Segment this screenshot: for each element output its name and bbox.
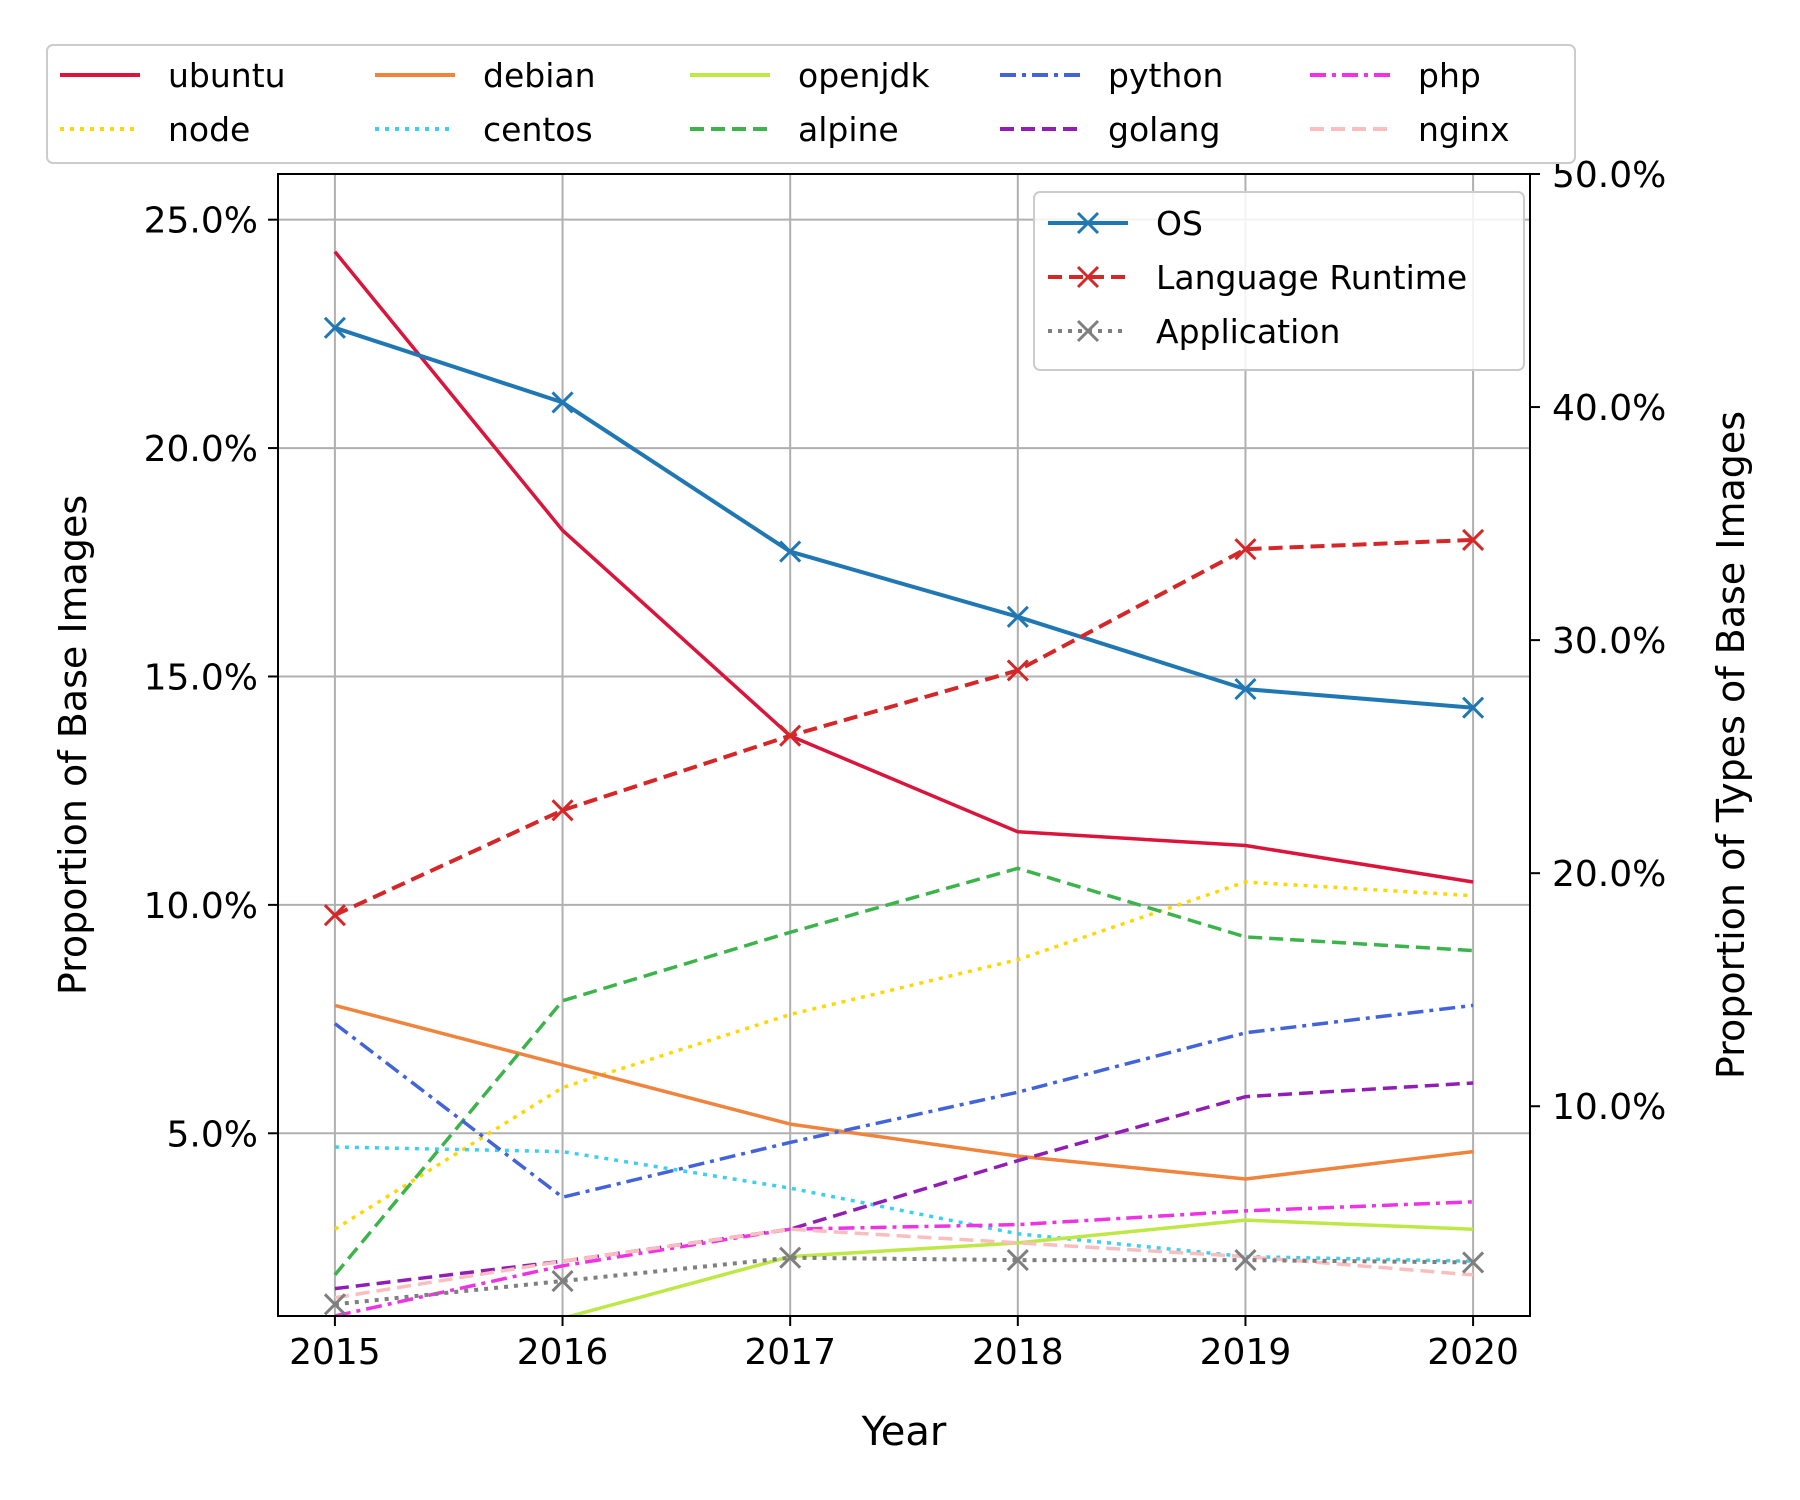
legend-marker-application	[1076, 319, 1100, 343]
data-point-language-runtime	[1234, 538, 1257, 561]
series-line-ubuntu	[333, 250, 1474, 884]
legend-base-images: ubuntu node debian centos openjdk alpine pytho…	[46, 44, 1576, 164]
data-point-language-runtime	[779, 724, 802, 747]
data-point-application	[1234, 1249, 1257, 1272]
series-line-debian	[334, 1003, 1474, 1181]
legend-label-os: OS	[1156, 204, 1203, 243]
data-point-os	[1234, 678, 1257, 701]
legend-label-python: python	[1108, 56, 1223, 95]
legend-label-alpine: alpine	[798, 110, 899, 149]
legend-marker-language-runtime	[1076, 265, 1100, 289]
x-tick-label: 2015	[289, 1332, 381, 1373]
series-line-php	[334, 1200, 1474, 1316]
data-point-os	[1006, 605, 1029, 628]
legend-types-frame	[1033, 191, 1525, 371]
y-axis-right-label: Proportion of Types of Base Images	[1709, 411, 1753, 1079]
legend-label-golang: golang	[1108, 110, 1220, 149]
y-tick-label-right: 40.0%	[1552, 388, 1666, 429]
data-point-application	[323, 1293, 346, 1316]
data-point-application	[1462, 1251, 1485, 1274]
y-tick-label-right: 10.0%	[1552, 1087, 1666, 1128]
y-axis-right: 10.0%20.0%30.0%40.0%50.0%	[1530, 155, 1666, 1128]
series-line-language-runtime	[334, 537, 1474, 917]
series-line-node	[333, 880, 1474, 1231]
data-point-language-runtime	[551, 799, 574, 822]
series-line-openjdk	[564, 1218, 1474, 1316]
y-tick-label-right: 30.0%	[1552, 621, 1666, 662]
legend-label-language-runtime: Language Runtime	[1156, 258, 1467, 297]
data-point-language-runtime	[1462, 528, 1485, 551]
series-line-python	[333, 1003, 1474, 1199]
data-point-application	[1006, 1249, 1029, 1272]
y-tick-label-left: 15.0%	[144, 657, 258, 698]
x-tick-label: 2019	[1200, 1332, 1292, 1373]
legend-label-openjdk: openjdk	[798, 56, 930, 95]
series-line-centos	[334, 1145, 1474, 1263]
legend-label-ubuntu: ubuntu	[168, 56, 286, 95]
y-axis-left-label: Proportion of Base Images	[51, 495, 95, 995]
data-point-application	[779, 1246, 802, 1269]
y-tick-label-left: 5.0%	[167, 1114, 258, 1155]
legend-marker-os	[1076, 211, 1100, 235]
x-tick-label: 2020	[1427, 1332, 1519, 1373]
legend-label-node: node	[168, 110, 250, 149]
plot-frame	[277, 173, 1531, 1317]
series-line-application	[334, 1255, 1474, 1307]
data-point-os	[323, 316, 346, 339]
data-point-language-runtime	[1006, 659, 1029, 682]
y-tick-label-left: 25.0%	[144, 201, 258, 242]
data-point-os	[1462, 696, 1485, 719]
x-tick-label: 2018	[972, 1332, 1064, 1373]
series-lines	[323, 250, 1485, 1316]
data-point-os	[551, 391, 574, 414]
y-tick-label-left: 10.0%	[144, 886, 258, 927]
x-axis-label: Year	[861, 1409, 947, 1455]
data-point-application	[551, 1269, 574, 1293]
y-tick-label-right: 20.0%	[1552, 854, 1666, 895]
legend-label-centos: centos	[483, 110, 593, 149]
y-tick-label-left: 20.0%	[144, 429, 258, 470]
x-axis: 2015 2016 2017 2018 2019 2020	[289, 1316, 1519, 1373]
series-line-alpine	[333, 866, 1474, 1277]
x-tick-label: 2017	[744, 1332, 836, 1373]
legend-label-php: php	[1418, 56, 1481, 95]
series-line-os	[334, 325, 1474, 710]
legend-label-application: Application	[1156, 312, 1340, 351]
legend-base-image-types: OS Language Runtime Application	[1033, 191, 1525, 371]
data-point-language-runtime	[323, 904, 346, 927]
x-tick-label: 2016	[517, 1332, 609, 1373]
data-point-os	[779, 540, 802, 563]
legend-label-nginx: nginx	[1418, 110, 1509, 149]
legend-label-debian: debian	[483, 56, 596, 95]
y-axis-left: 5.0% 10.0% 15.0% 20.0% 25.0%	[144, 201, 278, 1155]
